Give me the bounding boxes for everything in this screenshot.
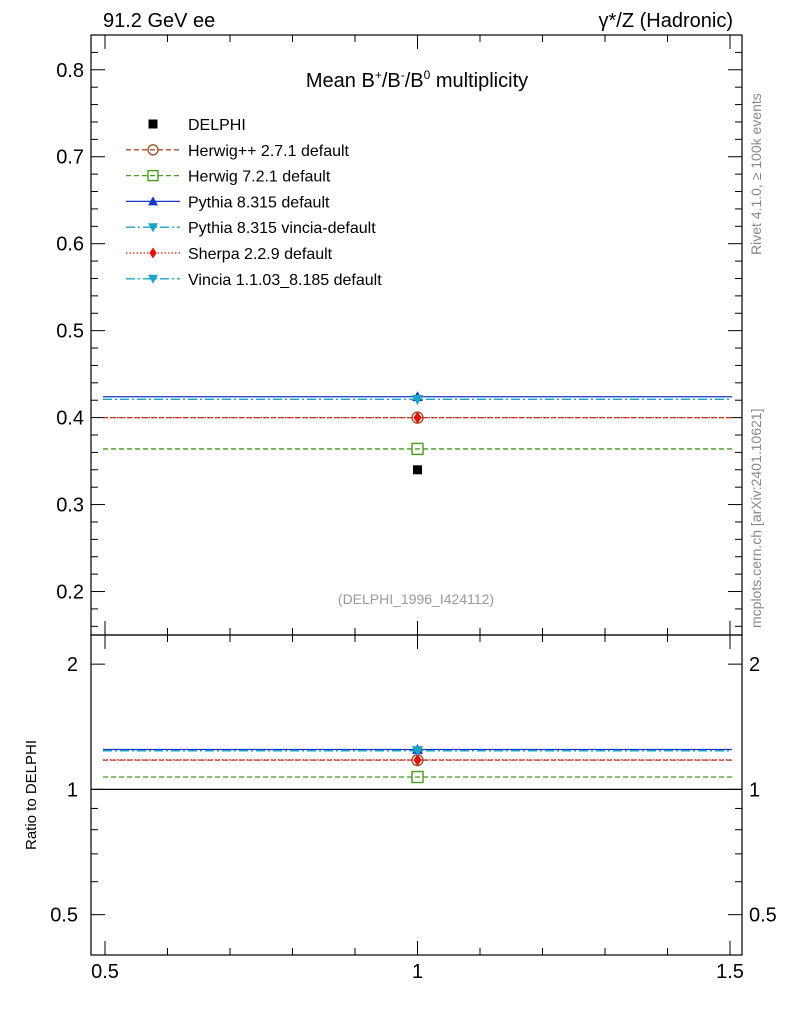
x-tick-label: 1 [412,961,423,983]
legend-entry-2: Herwig 7.2.1 default [126,169,331,186]
ratio-y-tick-label: 2 [67,654,78,676]
legend-label: Pythia 8.315 default [188,194,330,211]
series-marker-ratio [413,753,422,767]
legend-marker [148,119,158,129]
series-6 [103,394,732,757]
process-label: γ*/Z (Hadronic) [599,10,733,32]
series-marker-ratio [411,770,424,784]
legend-entry-3: Pythia 8.315 default [126,194,330,211]
series-5 [103,411,732,767]
series-2 [103,442,732,784]
y-tick-label: 0.7 [56,147,84,169]
y-tick-label: 0.6 [56,234,84,256]
series-marker-ratio [412,746,423,757]
ratio-y-tick-label-right: 1 [749,779,760,801]
series-1 [103,411,732,767]
y-tick-label: 0.4 [56,408,84,430]
data-point-delphi [413,465,422,475]
x-tick-label: 0.5 [91,961,119,983]
plot-title: Mean B+/B-/B0 multiplicity [306,68,528,92]
y-tick-label: 0.8 [56,60,84,82]
x-tick-label: 1.5 [716,961,744,983]
ratio-y-tick-label: 0.5 [50,905,78,927]
legend-entry-4: Pythia 8.315 vincia-default [126,220,376,237]
ratio-y-tick-label-right: 0.5 [749,905,777,927]
legend-label: Vincia 1.1.03_8.185 default [188,272,382,289]
legend-marker [148,196,158,206]
legend-marker [148,223,158,233]
legend-marker [148,274,158,284]
y-tick-label: 0.3 [56,495,84,517]
series-marker-main [411,442,424,456]
legend-entry-6: Vincia 1.1.03_8.185 default [126,272,382,289]
title-sup-minus: - [401,68,405,82]
ratio-y-tick-label-right: 2 [749,654,760,676]
title-tail: multiplicity [430,70,528,92]
title-sup-zero: 0 [424,68,431,82]
series-marker-main [413,411,422,424]
legend: DELPHI Herwig++ 2.7.1 default Herwig 7.2.1… [126,117,382,289]
legend-label: Sherpa 2.2.9 default [188,246,333,263]
title-sep-2: /B [405,70,424,92]
series-3 [103,391,732,754]
mcplots-label: mcplots.cern.ch [arXiv:2401.10621] [748,409,764,628]
axes-layer: 0.5 1 1.5 0.2 0.3 0.4 0.5 0.6 0.7 0.8 0.5 0.5 1 1 2 2 [50,34,777,983]
legend-label: Herwig++ 2.7.1 default [188,143,350,160]
legend-label: DELPHI [188,117,246,134]
title-sep-1: /B [382,70,401,92]
rivet-version-label: Rivet 4.1.0, ≥ 100k events [748,93,764,255]
legend-entry-1: Herwig++ 2.7.1 default [126,143,350,160]
y-tick-label: 0.5 [56,321,84,343]
legend-entry-5: Sherpa 2.2.9 default [126,246,333,263]
title-base: Mean B [306,70,375,92]
series-marker-main [412,394,423,405]
legend-label: Pythia 8.315 vincia-default [188,220,376,237]
legend-marker [147,169,159,182]
analysis-label: (DELPHI_1996_I424112) [338,591,494,607]
legend-marker [149,247,157,259]
y-tick-label: 0.2 [56,582,84,604]
title-sup-plus: + [375,68,382,82]
legend-marker [147,144,159,156]
ratio-ylabel: Ratio to DELPHI [23,740,40,850]
legend-entry-data: DELPHI [148,117,246,134]
series-layer [103,391,732,784]
legend-label: Herwig 7.2.1 default [188,169,331,186]
ratio-panel-frame [90,634,743,956]
ratio-y-tick-label: 1 [67,779,78,801]
energy-label: 91.2 GeV ee [103,10,215,32]
